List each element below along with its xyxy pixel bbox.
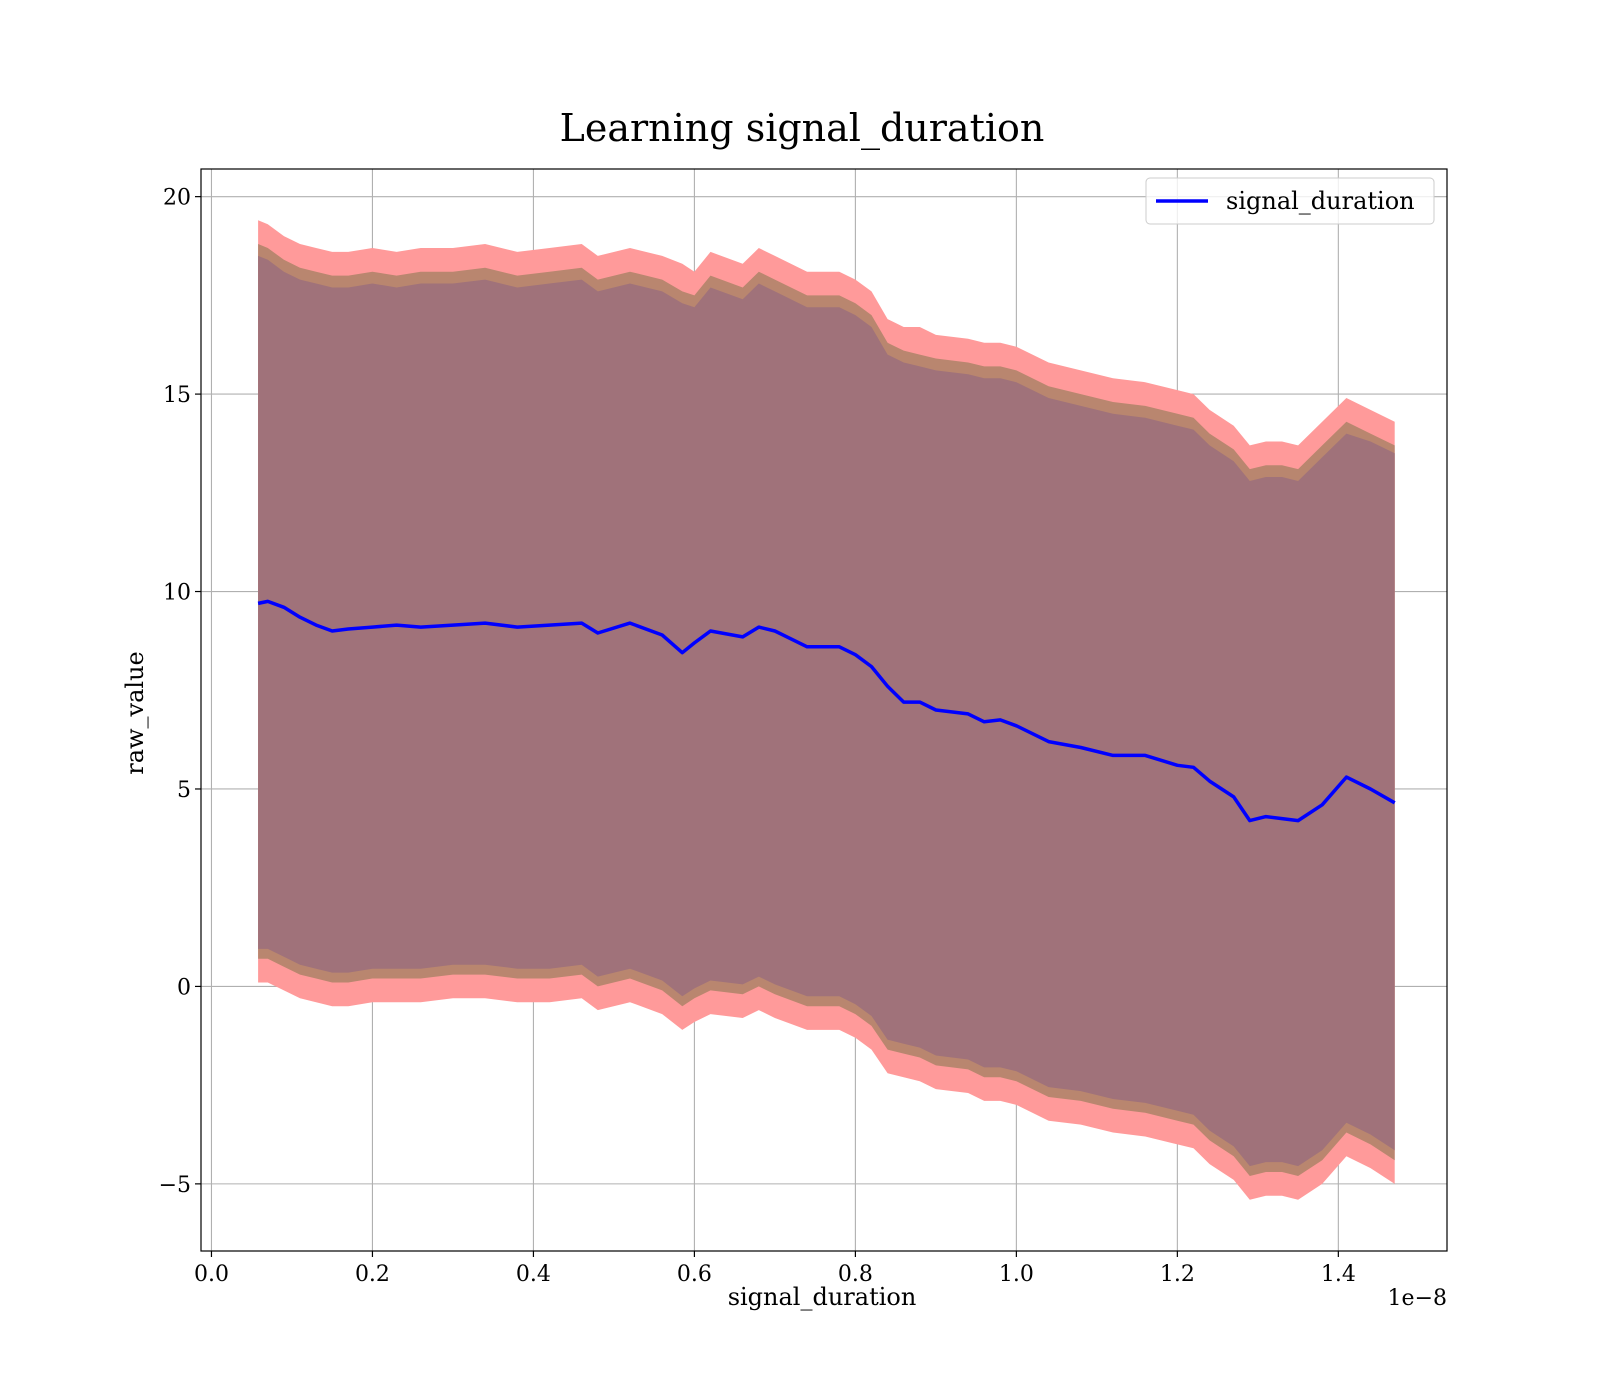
x-axis: 0.0 0.2 0.4 0.6 0.8 1.0 1.2 1.4 — [194, 1251, 1356, 1287]
legend-entry: signal_duration — [1226, 187, 1415, 215]
series-line — [257, 599, 1396, 823]
chart-title: Learning signal_duration — [560, 106, 1045, 151]
legend-box — [1145, 177, 1435, 225]
y-tick-label: 15 — [163, 383, 191, 408]
plot-frame — [200, 168, 1448, 1252]
x-axis-label: signal_duration — [728, 1283, 917, 1311]
y-tick-label: 0 — [177, 975, 191, 1000]
x-tick-label: 0.0 — [194, 1262, 229, 1287]
x-tick-label: 0.8 — [838, 1262, 873, 1287]
y-axis: −5 0 5 10 15 20 — [159, 186, 201, 1198]
y-axis-label: raw_value — [121, 651, 149, 775]
y-tick-label: 10 — [163, 581, 191, 606]
x-tick-label: 1.4 — [1321, 1262, 1356, 1287]
x-tick-label: 1.0 — [999, 1262, 1034, 1287]
legend: signal_duration — [1145, 177, 1435, 225]
bands — [258, 220, 1395, 1200]
x-tick-label: 0.4 — [516, 1262, 551, 1287]
x-tick-label: 1.2 — [1160, 1262, 1195, 1287]
y-tick-label: −5 — [159, 1173, 191, 1198]
x-tick-label: 0.2 — [355, 1262, 390, 1287]
x-offset-label: 1e−8 — [1388, 1286, 1447, 1311]
y-tick-label: 20 — [163, 186, 191, 211]
band-inner — [258, 255, 1395, 1167]
x-tick-label: 0.6 — [677, 1262, 712, 1287]
y-tick-label: 5 — [177, 778, 191, 803]
